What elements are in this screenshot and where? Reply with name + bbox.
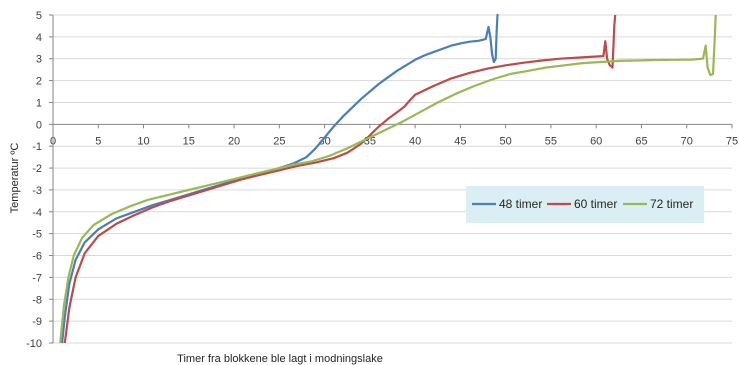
y-tick-label: 2 — [36, 76, 42, 88]
x-tick-label: 55 — [545, 135, 557, 147]
legend: 48 timer 60 timer 72 timer — [466, 186, 704, 223]
x-tick-label: 65 — [635, 135, 647, 147]
x-tick-label: 70 — [681, 135, 693, 147]
y-tick-label: -6 — [32, 251, 42, 263]
x-tick-label: 20 — [228, 135, 240, 147]
y-tick-label: -2 — [32, 163, 42, 175]
y-axis: 5 4 3 2 1 0 -1 -2 -3 -4 -5 -6 -7 -8 -9 -10 — [26, 10, 54, 350]
y-tick-label: -4 — [32, 207, 42, 219]
x-tick-label: 45 — [454, 135, 466, 147]
legend-label-2: 72 timer — [650, 197, 693, 211]
x-tick-label: 75 — [726, 135, 738, 147]
x-tick-label: 10 — [137, 135, 149, 147]
x-axis: 051015202530354045505560657075 — [50, 123, 738, 147]
y-tick-label: -1 — [32, 141, 42, 153]
horizontal-gridlines — [53, 14, 732, 344]
y-tick-label: -5 — [32, 229, 42, 241]
y-tick-label: 4 — [36, 32, 42, 44]
x-tick-label: 60 — [590, 135, 602, 147]
x-tick-label: 30 — [318, 135, 330, 147]
legend-label-0: 48 timer — [499, 197, 542, 211]
y-tick-label: -8 — [32, 294, 42, 306]
series-lines — [59, 13, 717, 344]
x-axis-label: Timer fra blokkene ble lagt i modningsla… — [177, 353, 383, 365]
y-axis-label: Temperatur ºC — [9, 143, 21, 214]
y-tick-label: -10 — [26, 338, 42, 350]
y-tick-label: -9 — [32, 316, 42, 328]
x-tick-label: 40 — [409, 135, 421, 147]
y-tick-label: -3 — [32, 185, 42, 197]
y-tick-label: 0 — [36, 119, 42, 131]
x-tick-label: 15 — [183, 135, 195, 147]
y-tick-label: 5 — [36, 10, 42, 22]
series-line-1 — [63, 14, 617, 344]
x-tick-label: 25 — [273, 135, 285, 147]
series-line-0 — [61, 13, 499, 344]
x-tick-label: 5 — [95, 135, 101, 147]
y-tick-label: 3 — [36, 54, 42, 66]
legend-label-1: 60 timer — [574, 197, 617, 211]
legend-box — [466, 186, 704, 223]
y-tick-label: -7 — [32, 272, 42, 284]
y-tick-label: 1 — [36, 97, 42, 109]
x-tick-label: 50 — [500, 135, 512, 147]
series-line-2 — [59, 14, 717, 344]
